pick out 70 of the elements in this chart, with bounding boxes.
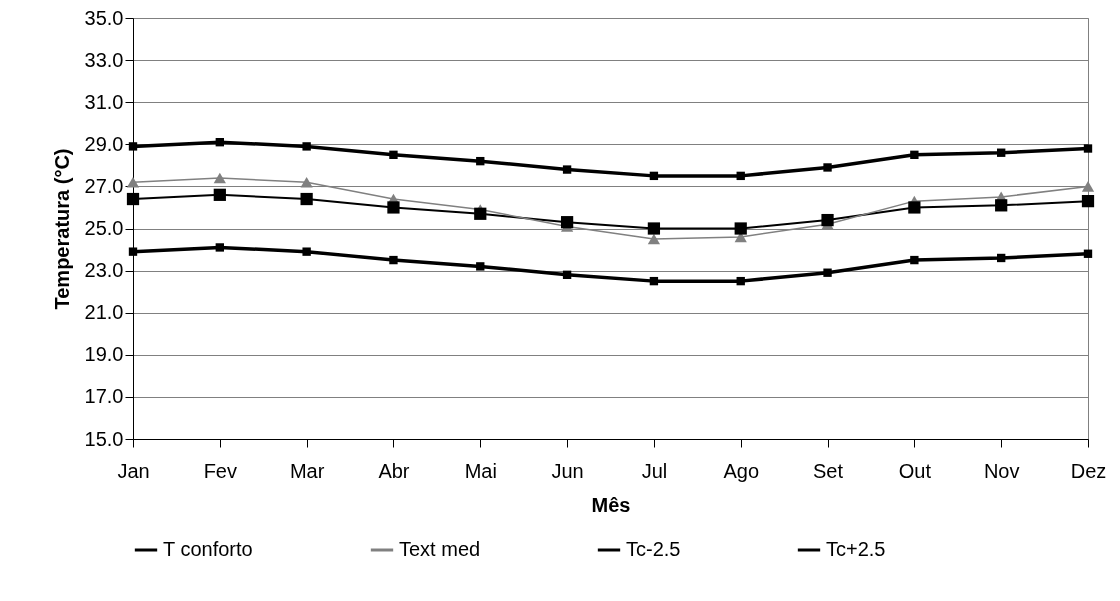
y-tick-label: 27.0 (84, 174, 124, 197)
x-tick-label: Jun (551, 459, 584, 482)
point (128, 247, 138, 256)
point (823, 163, 832, 172)
x-tick-label: Jan (117, 459, 150, 482)
x-tick-label: Jul (641, 459, 668, 482)
x-tick-label: Abr (378, 459, 410, 482)
y-tick-label: 19.0 (84, 343, 124, 366)
point (474, 207, 487, 220)
point (1083, 249, 1093, 258)
point (389, 150, 398, 160)
y-tick-label: 15.0 (84, 427, 124, 450)
x-tick-label: Set (813, 459, 844, 482)
y-tick-label: 31.0 (84, 90, 124, 113)
point (647, 233, 661, 245)
point (300, 192, 313, 206)
point (736, 276, 745, 286)
point (910, 255, 919, 265)
x-axis-title: Mês (591, 493, 631, 516)
point (302, 247, 311, 256)
x-tick-label: Mai (464, 459, 497, 482)
x-tick-label: Fev (203, 459, 237, 482)
point (476, 156, 485, 166)
point (997, 148, 1006, 157)
point (215, 138, 224, 147)
point (649, 171, 659, 181)
point (562, 270, 572, 279)
y-tick-label: 17.0 (84, 385, 124, 408)
y-tick-label: 33.0 (84, 48, 124, 71)
point (215, 243, 224, 252)
point (389, 255, 398, 265)
y-tick-label: 25.0 (84, 217, 124, 239)
point (126, 192, 140, 206)
point (562, 165, 572, 174)
point (997, 253, 1006, 263)
point (302, 142, 311, 151)
point (821, 213, 834, 227)
point (1081, 195, 1095, 208)
point (649, 276, 659, 286)
point (734, 222, 747, 235)
point (1083, 144, 1093, 153)
point (476, 262, 485, 271)
y-tick-label: 29.0 (84, 132, 124, 155)
point (560, 216, 574, 229)
point (387, 201, 400, 214)
point (647, 222, 661, 235)
point (300, 176, 313, 188)
point (128, 142, 138, 151)
y-tick-label: 23.0 (84, 259, 124, 282)
x-tick-label: Ago (723, 459, 760, 482)
legend-label: T conforto (163, 538, 253, 560)
point (823, 268, 832, 277)
x-tick-label: Out (898, 459, 932, 482)
legend-label: Tc-2.5 (626, 538, 681, 560)
point (213, 172, 226, 184)
x-tick-label: Dez (1070, 459, 1107, 482)
point (736, 171, 745, 181)
point (910, 150, 919, 160)
x-tick-label: Mar (289, 459, 325, 482)
legend-label: Tc+2.5 (826, 538, 886, 560)
point (908, 201, 921, 214)
point (126, 176, 140, 188)
point (995, 199, 1008, 212)
point (213, 188, 226, 201)
point (1081, 181, 1095, 192)
x-tick-label: Nov (983, 459, 1020, 482)
legend-label: Text med (399, 538, 481, 560)
y-tick-label: 21.0 (84, 301, 124, 324)
y-axis-title: Temperatura (°C) (50, 148, 73, 310)
y-tick-label: 35.0 (84, 6, 124, 29)
